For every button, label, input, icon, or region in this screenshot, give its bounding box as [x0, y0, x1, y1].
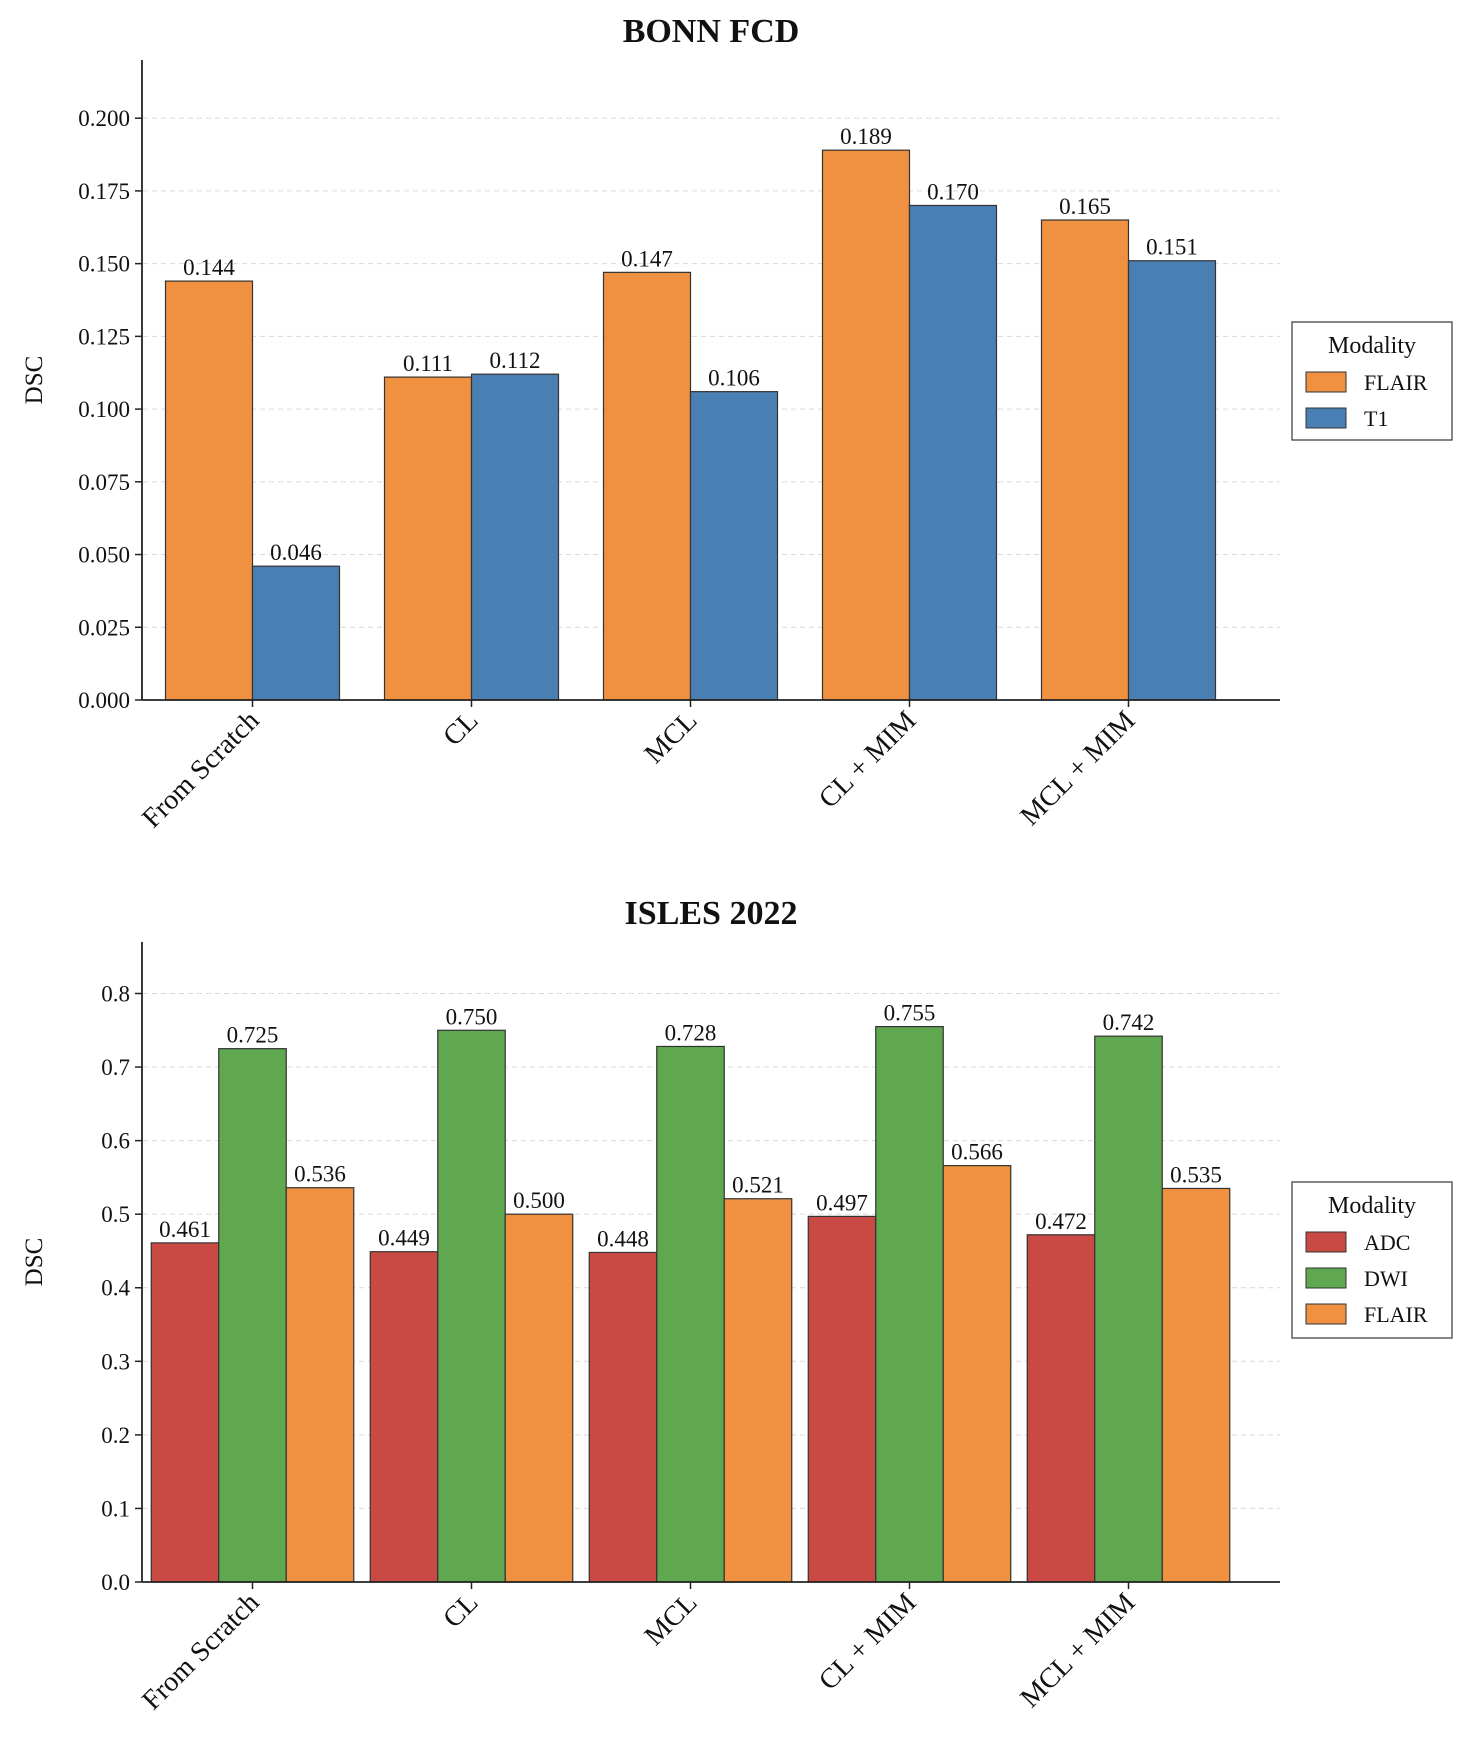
bar-dwi-3 — [875, 1025, 944, 1583]
data-label: 0.461 — [159, 1217, 211, 1242]
bar-dwi-0 — [218, 1048, 287, 1583]
x-tick-label: CL + MIM — [813, 1587, 922, 1696]
data-label: 0.725 — [227, 1023, 279, 1048]
chart-1: ISLES 2022 0.0 0.1 0.2 0.3 0.4 0.5 0.6 0.7 0.8 DSC… — [21, 895, 1453, 1716]
y-tick-label: 0.150 — [78, 252, 130, 277]
legend-label: FLAIR — [1364, 370, 1428, 395]
bar-dwi-2 — [656, 1045, 725, 1583]
data-label: 0.536 — [294, 1162, 346, 1187]
bar-flair-1 — [383, 376, 473, 701]
data-label: 0.147 — [621, 246, 673, 271]
chart-title: ISLES 2022 — [625, 895, 798, 932]
bar-t1-1 — [470, 373, 560, 701]
y-tick-label: 0.0 — [101, 1570, 130, 1595]
y-tick-label: 0.8 — [101, 981, 130, 1006]
y-tick-label: 0.050 — [78, 543, 130, 568]
data-label: 0.170 — [927, 179, 979, 204]
legend-swatch — [1305, 407, 1347, 429]
data-label: 0.151 — [1146, 235, 1198, 260]
y-tick-label: 0.4 — [101, 1276, 130, 1301]
bar-flair-1 — [504, 1213, 574, 1583]
data-label: 0.755 — [884, 1001, 936, 1026]
y-tick-label: 0.100 — [78, 397, 130, 422]
y-tick-label: 0.075 — [78, 470, 130, 495]
bar-flair-4 — [1040, 219, 1130, 701]
x-tick-label: CL — [437, 705, 484, 752]
data-label: 0.106 — [708, 366, 760, 391]
data-label: 0.728 — [665, 1020, 717, 1045]
y-tick-label: 0.175 — [78, 179, 130, 204]
legend-label: DWI — [1364, 1266, 1408, 1291]
legend-title: Modality — [1328, 1193, 1416, 1219]
chart-title: BONN FCD — [623, 13, 800, 50]
bar-t1-3 — [908, 204, 998, 701]
bar-flair-2 — [602, 271, 692, 701]
data-label: 0.144 — [183, 255, 235, 280]
data-label: 0.165 — [1059, 194, 1111, 219]
data-label: 0.112 — [490, 348, 541, 373]
legend-label: ADC — [1364, 1230, 1410, 1255]
chart-0: BONN FCD 0.000 0.025 0.050 0.075 0.100 0.125 0.… — [21, 13, 1453, 834]
data-label: 0.189 — [840, 124, 892, 149]
y-axis-label: DSC — [21, 356, 48, 405]
x-tick-label: MCL — [639, 1587, 704, 1652]
data-label: 0.472 — [1035, 1209, 1087, 1234]
data-label: 0.566 — [951, 1140, 1003, 1165]
bar-adc-0 — [150, 1242, 220, 1583]
legend-label: FLAIR — [1364, 1302, 1428, 1327]
y-tick-label: 0.125 — [78, 324, 130, 349]
bar-adc-1 — [369, 1251, 439, 1583]
bar-flair-2 — [723, 1198, 793, 1583]
bar-flair-3 — [821, 149, 911, 701]
y-tick-label: 0.000 — [78, 688, 130, 713]
data-label: 0.449 — [378, 1226, 430, 1251]
y-tick-label: 0.6 — [101, 1129, 130, 1154]
legend-swatch — [1305, 1231, 1347, 1253]
data-label: 0.742 — [1103, 1010, 1155, 1035]
bar-t1-4 — [1127, 260, 1217, 701]
data-label: 0.448 — [597, 1226, 649, 1251]
bar-adc-3 — [807, 1215, 877, 1583]
legend-label: T1 — [1364, 406, 1388, 431]
x-tick-label: MCL + MIM — [1014, 705, 1141, 832]
bar-dwi-4 — [1094, 1035, 1163, 1583]
x-tick-label: CL + MIM — [813, 705, 922, 814]
legend: Modality FLAIR T1 — [1291, 321, 1453, 441]
legend: Modality ADC DWI FLAIR — [1291, 1181, 1453, 1339]
y-tick-label: 0.200 — [78, 106, 130, 131]
legend-swatch — [1305, 1267, 1347, 1289]
bar-adc-2 — [588, 1251, 658, 1583]
bar-flair-4 — [1161, 1187, 1231, 1583]
data-label: 0.500 — [513, 1188, 565, 1213]
bar-t1-2 — [689, 391, 779, 701]
bar-flair-3 — [942, 1165, 1012, 1583]
data-label: 0.521 — [732, 1173, 784, 1198]
y-tick-label: 0.7 — [101, 1055, 130, 1080]
legend-title: Modality — [1328, 333, 1416, 359]
x-tick-label: MCL + MIM — [1014, 1587, 1141, 1714]
bar-flair-0 — [164, 280, 254, 701]
y-axis-label: DSC — [21, 1238, 48, 1287]
y-tick-label: 0.3 — [101, 1349, 130, 1374]
x-tick-label: MCL — [639, 705, 704, 770]
x-tick-label: From Scratch — [136, 705, 265, 834]
x-tick-label: From Scratch — [136, 1587, 265, 1716]
y-tick-label: 0.5 — [101, 1202, 130, 1227]
legend-swatch — [1305, 371, 1347, 393]
y-tick-label: 0.2 — [101, 1423, 130, 1448]
y-tick-label: 0.1 — [101, 1496, 130, 1521]
bar-t1-0 — [251, 565, 341, 701]
data-label: 0.046 — [270, 540, 322, 565]
x-tick-label: CL — [437, 1587, 484, 1634]
data-label: 0.111 — [403, 351, 453, 376]
data-label: 0.497 — [816, 1190, 868, 1215]
legend-swatch — [1305, 1303, 1347, 1325]
bar-dwi-1 — [437, 1029, 506, 1583]
y-tick-label: 0.025 — [78, 615, 130, 640]
data-label: 0.535 — [1170, 1162, 1222, 1187]
data-label: 0.750 — [446, 1004, 498, 1029]
bar-adc-4 — [1026, 1234, 1096, 1583]
bar-flair-0 — [285, 1187, 355, 1583]
